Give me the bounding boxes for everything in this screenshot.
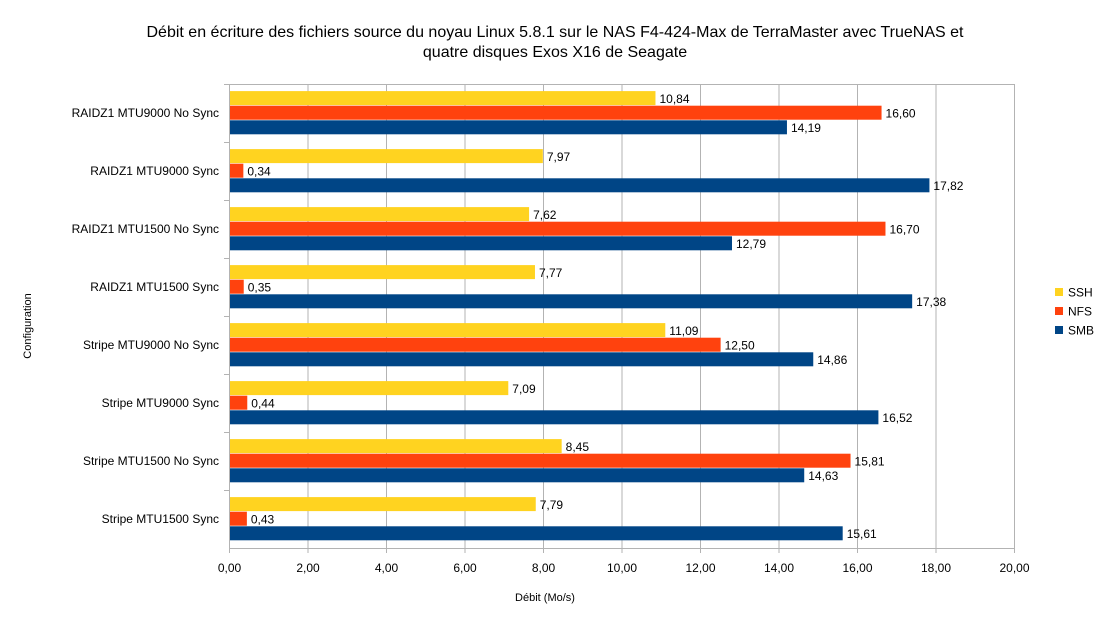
data-label: 7,97 xyxy=(547,150,571,164)
bar-smb xyxy=(230,526,843,541)
data-label: 7,79 xyxy=(540,498,564,512)
bar-ssh xyxy=(230,207,530,222)
bar-ssh xyxy=(230,381,509,396)
data-label: 7,77 xyxy=(539,266,563,280)
data-label: 10,84 xyxy=(659,92,689,106)
bar-nfs xyxy=(230,279,244,294)
x-tick-label: 4,00 xyxy=(375,561,399,575)
y-category-label: RAIDZ1 MTU1500 No Sync xyxy=(72,222,219,236)
data-label: 0,35 xyxy=(248,281,272,295)
bar-nfs xyxy=(230,163,244,178)
data-label: 14,19 xyxy=(791,121,821,135)
legend-swatch-smb xyxy=(1055,326,1063,334)
data-label: 16,70 xyxy=(889,223,919,237)
legend-label-smb: SMB xyxy=(1068,324,1094,338)
bar-smb xyxy=(230,236,733,251)
x-tick-label: 0,00 xyxy=(218,561,242,575)
data-label: 15,81 xyxy=(855,455,885,469)
data-label: 17,82 xyxy=(933,179,963,193)
y-category-label: RAIDZ1 MTU9000 Sync xyxy=(90,164,219,178)
y-category-label: RAIDZ1 MTU1500 Sync xyxy=(90,280,219,294)
y-category-label: Stripe MTU1500 No Sync xyxy=(83,454,219,468)
bar-smb xyxy=(230,410,879,425)
x-axis-title: Débit (Mo/s) xyxy=(515,592,575,604)
bar-ssh xyxy=(230,497,536,512)
x-tick-label: 10,00 xyxy=(607,561,637,575)
x-tick-label: 14,00 xyxy=(764,561,794,575)
bar-nfs xyxy=(230,395,248,410)
y-category-label: RAIDZ1 MTU9000 No Sync xyxy=(72,106,219,120)
bar-ssh xyxy=(230,439,562,454)
y-category-label: Stripe MTU1500 Sync xyxy=(102,512,219,526)
data-label: 12,50 xyxy=(725,339,755,353)
data-label: 0,44 xyxy=(251,397,275,411)
bar-nfs xyxy=(230,221,886,236)
bar-smb xyxy=(230,178,930,193)
y-category-label: Stripe MTU9000 Sync xyxy=(102,396,219,410)
data-label: 16,52 xyxy=(882,411,912,425)
x-tick-label: 8,00 xyxy=(532,561,556,575)
data-label: 12,79 xyxy=(736,237,766,251)
data-label: 14,63 xyxy=(808,469,838,483)
data-label: 7,09 xyxy=(512,382,536,396)
legend-label-ssh: SSH xyxy=(1068,286,1093,300)
bar-smb xyxy=(230,120,787,135)
x-tick-label: 2,00 xyxy=(296,561,320,575)
x-tick-label: 16,00 xyxy=(842,561,872,575)
data-label: 17,38 xyxy=(916,295,946,309)
bar-ssh xyxy=(230,265,535,280)
bar-nfs xyxy=(230,511,247,526)
bar-ssh xyxy=(230,323,666,338)
chart-title-line-1: Débit en écriture des fichiers source du… xyxy=(147,24,965,41)
x-tick-label: 18,00 xyxy=(921,561,951,575)
data-label: 8,45 xyxy=(566,440,590,454)
bar-ssh xyxy=(230,149,543,164)
bar-smb xyxy=(230,352,814,367)
y-axis-title: Configuration xyxy=(22,293,34,358)
data-label: 0,43 xyxy=(251,513,275,527)
bar-nfs xyxy=(230,337,721,352)
bar-nfs xyxy=(230,453,851,468)
legend-label-nfs: NFS xyxy=(1068,305,1092,319)
data-label: 14,86 xyxy=(817,353,847,367)
chart-title-line-2: quatre disques Exos X16 de Seagate xyxy=(423,44,687,61)
data-label: 16,60 xyxy=(886,107,916,121)
data-label: 15,61 xyxy=(847,527,877,541)
bar-nfs xyxy=(230,105,882,120)
data-label: 11,09 xyxy=(669,324,698,338)
x-tick-label: 12,00 xyxy=(685,561,715,575)
data-label: 7,62 xyxy=(533,208,557,222)
bar-ssh xyxy=(230,91,656,106)
y-category-label: Stripe MTU9000 No Sync xyxy=(83,338,219,352)
legend-swatch-nfs xyxy=(1055,307,1063,315)
data-label: 0,34 xyxy=(247,165,271,179)
x-tick-label: 6,00 xyxy=(453,561,477,575)
bar-smb xyxy=(230,294,913,309)
plot-area-border xyxy=(229,84,1015,549)
legend-swatch-ssh xyxy=(1055,288,1063,296)
bar-smb xyxy=(230,468,805,483)
x-tick-label: 20,00 xyxy=(999,561,1029,575)
